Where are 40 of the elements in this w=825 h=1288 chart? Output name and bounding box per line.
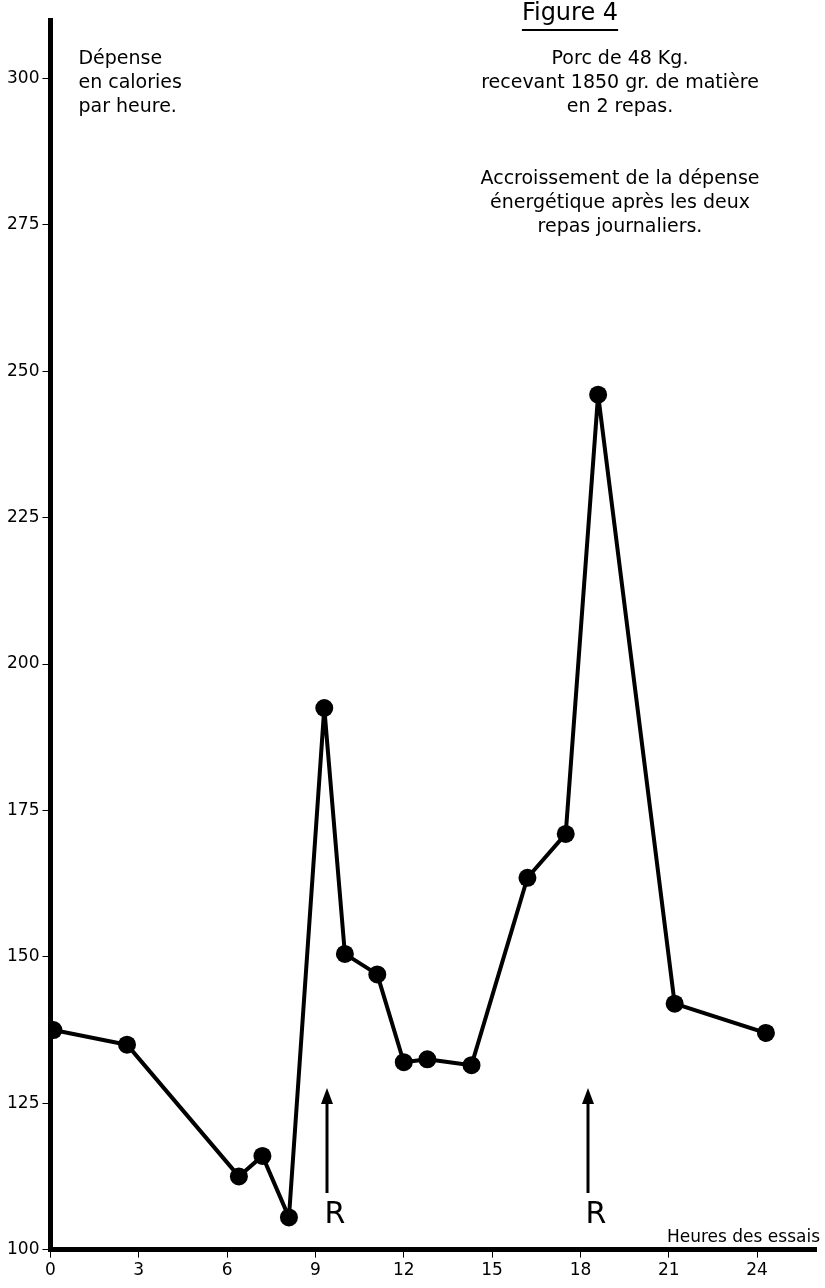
text: Porc de 48 Kg. recevant 1850 gr. de matière en 2 repas. — [481, 46, 759, 117]
y-tick-label: 250 — [6, 359, 40, 380]
point — [368, 965, 387, 984]
y-tick-label: 200 — [6, 652, 40, 673]
x-tick-label: 21 — [657, 1259, 680, 1280]
point — [253, 1146, 272, 1165]
chart-title: Figure 4 — [521, 0, 619, 27]
point — [756, 1023, 775, 1042]
point — [556, 824, 575, 843]
point — [229, 1167, 248, 1186]
point — [118, 1035, 136, 1054]
point — [279, 1208, 298, 1227]
point — [418, 1050, 437, 1069]
point — [394, 1053, 413, 1072]
x-tick-label: 3 — [133, 1259, 145, 1280]
point — [518, 868, 537, 887]
x-tick-label: 9 — [310, 1259, 321, 1280]
point — [462, 1056, 481, 1075]
x-axis-title: Heures des essais — [666, 1225, 821, 1246]
x-tick-label: 6 — [221, 1259, 233, 1280]
x-tick-label: 18 — [569, 1259, 592, 1280]
point — [315, 698, 334, 717]
y-tick-label: 150 — [6, 945, 40, 966]
point — [335, 944, 354, 963]
y-axis-title: Dépense en calories par heure. — [78, 46, 182, 117]
annotation: R — [585, 1194, 607, 1230]
point — [665, 994, 684, 1013]
y-tick-label: 100 — [6, 1238, 40, 1259]
x-tick-label: 12 — [392, 1259, 415, 1280]
annotation: R — [324, 1194, 346, 1230]
y-tick-label: 300 — [6, 66, 40, 87]
y-tick-label: 125 — [6, 1091, 40, 1112]
x-tick-label: 0 — [45, 1259, 56, 1280]
y-tick-label: 275 — [6, 213, 40, 234]
annotation: Accroissement de la dépense énergétique après les deux repas journaliers. — [480, 166, 760, 237]
x-tick-label: 24 — [746, 1259, 768, 1280]
y-tick-label: 175 — [6, 798, 40, 819]
x-tick-label: 15 — [481, 1259, 503, 1280]
point — [589, 385, 608, 404]
y-tick-label: 225 — [6, 506, 40, 527]
